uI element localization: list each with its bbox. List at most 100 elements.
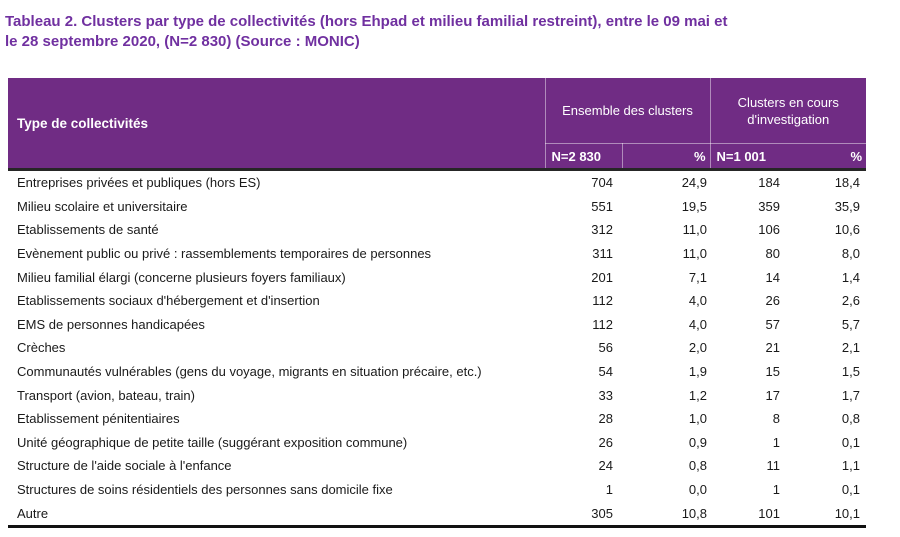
n-invest-cell: 57 <box>765 316 780 332</box>
n-total-cell: 305 <box>545 501 622 528</box>
pct-invest-cell: 0,1 <box>841 434 860 450</box>
row-label-cell: Structures de soins résidentiels des per… <box>17 482 393 498</box>
n-total-cell: 56 <box>598 340 613 356</box>
table-row: Etablissements sociaux d'hébergement et … <box>8 289 866 313</box>
n-total-cell: 551 <box>591 198 613 214</box>
row-label-cell: Communautés vulnérables (gens du voyage,… <box>17 364 482 380</box>
pct-total-cell: 11,0 <box>682 222 707 238</box>
n-total-cell: 704 <box>591 175 613 191</box>
table-row: Crèches 56 2,0 21 2,1 <box>8 336 866 360</box>
table-row: Entreprises privées et publiques (hors E… <box>8 170 866 195</box>
table-row: EMS de personnes handicapées 112 4,0 57 5,7 <box>8 313 866 337</box>
table-row: Milieu familial élargi (concerne plusieu… <box>8 265 866 289</box>
row-label-cell: Milieu familial élargi (concerne plusieu… <box>17 269 346 285</box>
n-total-cell: 24 <box>598 458 613 474</box>
table-row: Structures de soins résidentiels des per… <box>8 478 866 502</box>
n-invest-cell: 14 <box>765 269 780 285</box>
pct-total-cell: 0,8 <box>688 458 707 474</box>
table-row: Etablissements de santé 312 11,0 106 10,6 <box>8 218 866 242</box>
n-total-cell: 311 <box>592 246 613 262</box>
n-total-cell: 112 <box>592 293 613 309</box>
pct-invest-cell: 10,6 <box>834 222 860 238</box>
pct-total-cell: 24,9 <box>681 175 707 191</box>
n-invest-cell: 15 <box>765 364 780 380</box>
table-row: Communautés vulnérables (gens du voyage,… <box>8 360 866 384</box>
pct-total-cell: 4,0 <box>688 316 707 332</box>
table-body: Entreprises privées et publiques (hors E… <box>8 170 866 528</box>
row-label-cell: Etablissements de santé <box>17 222 159 238</box>
pct-invest-cell: 10,1 <box>788 501 866 528</box>
pct-invest-cell: 1,5 <box>841 364 860 380</box>
n-invest-cell: 106 <box>758 222 780 238</box>
pct-total-cell: 0,9 <box>688 434 707 450</box>
title-line-1: Tableau 2. Clusters par type de collecti… <box>5 13 728 30</box>
n-invest-cell: 11 <box>766 458 781 474</box>
header-sub-row: N=2 830 % N=1 001 % <box>8 143 866 171</box>
pct-invest-cell: 18,4 <box>834 175 860 191</box>
pct-total-cell: 7,1 <box>688 269 707 285</box>
row-label-cell: Evènement public ou privé : rassemblemen… <box>17 246 432 262</box>
row-label-cell: Etablissement pénitentiaires <box>17 411 180 427</box>
row-label-cell: Crèches <box>17 340 66 356</box>
pct-invest-cell: 8,0 <box>841 246 860 262</box>
pct-invest-cell: 0,8 <box>841 411 860 427</box>
n-invest-cell: 21 <box>765 340 780 356</box>
row-label-cell: Milieu scolaire et universitaire <box>17 198 188 214</box>
table-row: Structure de l'aide sociale à l'enfance 2… <box>8 454 866 478</box>
row-label-cell: Transport (avion, bateau, train) <box>17 387 195 403</box>
table-row: Transport (avion, bateau, train) 33 1,2 17 1… <box>8 383 866 407</box>
pct-invest-cell: 0,1 <box>841 482 860 498</box>
pct-invest-cell: 1,1 <box>841 458 860 474</box>
n-invest-cell: 80 <box>765 246 780 262</box>
row-label-cell: Entreprises privées et publiques (hors E… <box>17 175 261 191</box>
pct-invest-cell: 1,7 <box>841 387 860 403</box>
table-row: Milieu scolaire et universitaire 551 19,5 3… <box>8 195 866 219</box>
pct-invest-cell: 2,1 <box>841 340 860 356</box>
pct-total-cell: 1,9 <box>688 364 707 380</box>
pct-total-cell: 0,0 <box>688 482 707 498</box>
pct-total-cell: 1,0 <box>688 411 707 427</box>
row-label-cell: Unité géographique de petite taille (sug… <box>17 434 408 450</box>
table-row: Evènement public ou privé : rassemblemen… <box>8 242 866 266</box>
pct-invest-cell: 1,4 <box>841 269 860 285</box>
subheader-pct-total: % <box>622 143 711 171</box>
n-total-cell: 201 <box>591 269 613 285</box>
clusters-table: Type de collectivités Ensemble des clust… <box>8 78 866 528</box>
row-label-cell: Structure de l'aide sociale à l'enfance <box>17 458 232 474</box>
title-line-2: le 28 septembre 2020, (N=2 830) (Source … <box>5 33 360 50</box>
n-total-cell: 1 <box>605 482 613 498</box>
n-invest-cell: 17 <box>765 387 780 403</box>
n-total-cell: 26 <box>598 434 613 450</box>
group-header-under-investigation: Clusters en cours d'investigation <box>710 78 866 144</box>
pct-total-cell: 4,0 <box>688 293 707 309</box>
pct-invest-cell: 2,6 <box>841 293 860 309</box>
n-invest-cell: 359 <box>758 198 780 214</box>
pct-total-cell: 10,8 <box>622 501 710 528</box>
group-header-all-clusters: Ensemble des clusters <box>545 78 711 144</box>
pct-invest-cell: 35,9 <box>834 198 860 214</box>
n-invest-cell: 8 <box>772 411 780 427</box>
subheader-n-invest: N=1 001 <box>710 143 788 171</box>
n-total-cell: 112 <box>592 316 613 332</box>
document-title: Tableau 2. Clusters par type de collecti… <box>5 12 892 52</box>
row-label-cell: EMS de personnes handicapées <box>17 316 205 332</box>
n-total-cell: 33 <box>598 387 613 403</box>
row-label-cell: Etablissements sociaux d'hébergement et … <box>17 293 320 309</box>
row-label-cell: Autre <box>8 501 545 528</box>
n-total-cell: 54 <box>598 364 613 380</box>
pct-total-cell: 11,0 <box>682 246 707 262</box>
pct-total-cell: 19,5 <box>681 198 707 214</box>
table-row: Etablissement pénitentiaires 28 1,0 8 0,8 <box>8 407 866 431</box>
table-row: Autre 305 10,8 101 10,1 <box>8 501 866 528</box>
n-total-cell: 312 <box>591 222 613 238</box>
n-invest-cell: 101 <box>710 501 788 528</box>
subheader-n-total: N=2 830 <box>545 143 623 171</box>
table-header: Type de collectivités Ensemble des clust… <box>8 78 866 171</box>
subheader-pct-invest: % <box>788 143 866 171</box>
n-invest-cell: 1 <box>772 482 780 498</box>
table-row: Unité géographique de petite taille (sug… <box>8 431 866 455</box>
n-invest-cell: 184 <box>758 175 780 191</box>
n-invest-cell: 26 <box>765 293 780 309</box>
pct-total-cell: 2,0 <box>688 340 707 356</box>
pct-total-cell: 1,2 <box>688 387 707 403</box>
